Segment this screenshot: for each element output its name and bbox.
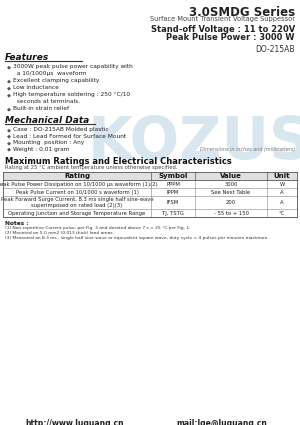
Text: 3000W peak pulse power capability with
  a 10/1000μs  waveform: 3000W peak pulse power capability with a…	[13, 64, 133, 76]
Text: Rating: Rating	[64, 173, 90, 179]
Text: Excellent clamping capability: Excellent clamping capability	[13, 78, 99, 83]
Text: Surface Mount Transient Voltage Suppessor: Surface Mount Transient Voltage Suppesso…	[150, 16, 295, 22]
Text: Symbol: Symbol	[158, 173, 188, 179]
Text: (1) Non-repetitive Current pulse, per Fig. 3 and derated above 7 s = 25 °C per F: (1) Non-repetitive Current pulse, per Fi…	[5, 226, 190, 230]
Text: IFSM: IFSM	[167, 200, 179, 205]
Text: Peak Pulse Power Dissipation on 10/1000 μs waveform (1)(2): Peak Pulse Power Dissipation on 10/1000 …	[0, 181, 158, 187]
Text: Operating Junction and Storage Temperature Range: Operating Junction and Storage Temperatu…	[8, 210, 146, 215]
Text: Unit: Unit	[274, 173, 290, 179]
Text: W: W	[279, 181, 285, 187]
Text: ◆: ◆	[7, 106, 11, 111]
Text: Peak Pulse Current on 10/1000 s waveform (1): Peak Pulse Current on 10/1000 s waveform…	[16, 190, 139, 195]
Text: ◆: ◆	[7, 147, 11, 151]
Text: (3) Measured on 8.3 ms , single half sine wave or equivalent square wave, duty c: (3) Measured on 8.3 ms , single half sin…	[5, 236, 268, 240]
Text: 3.0SMDG Series: 3.0SMDG Series	[189, 6, 295, 19]
Text: TJ, TSTG: TJ, TSTG	[162, 210, 184, 215]
Text: Maximum Ratings and Electrical Characteristics: Maximum Ratings and Electrical Character…	[5, 157, 232, 166]
Bar	[3, 172, 297, 180]
Text: DO-215AB: DO-215AB	[256, 45, 295, 54]
Bar	[3, 188, 297, 196]
Text: - 55 to + 150: - 55 to + 150	[214, 210, 248, 215]
Text: A: A	[280, 200, 284, 205]
Text: ◆: ◆	[7, 92, 11, 97]
Text: Weight : 0.01 gram: Weight : 0.01 gram	[13, 147, 70, 151]
Text: KOZUS: KOZUS	[88, 114, 300, 171]
Text: Peak Forward Surge Current, 8.3 ms single half sine-wave
superimposed on rated l: Peak Forward Surge Current, 8.3 ms singl…	[1, 197, 153, 208]
Bar	[3, 196, 297, 209]
Text: ◆: ◆	[7, 127, 11, 132]
Text: Mounting  position : Any: Mounting position : Any	[13, 140, 84, 145]
Bar	[3, 209, 297, 217]
Text: Peak Pulse Power : 3000 W: Peak Pulse Power : 3000 W	[167, 33, 295, 42]
Text: 3000: 3000	[224, 181, 238, 187]
Text: Case : DO-215AB Molded plastic: Case : DO-215AB Molded plastic	[13, 127, 109, 132]
Text: Built-in strain relief: Built-in strain relief	[13, 106, 69, 111]
Text: Dimensions in inches and (millimeters): Dimensions in inches and (millimeters)	[200, 147, 295, 152]
Text: See Next Table: See Next Table	[212, 190, 250, 195]
Text: (2) Mounted on 5.0 mm2 (0.013 thick) land areas.: (2) Mounted on 5.0 mm2 (0.013 thick) lan…	[5, 231, 114, 235]
Text: Stand-off Voltage : 11 to 220V: Stand-off Voltage : 11 to 220V	[151, 25, 295, 34]
Text: Rating at 25 °C ambient temperature unless otherwise specified.: Rating at 25 °C ambient temperature unle…	[5, 165, 178, 170]
Text: ◆: ◆	[7, 64, 11, 69]
Text: ◆: ◆	[7, 78, 11, 83]
Text: A: A	[280, 190, 284, 195]
Text: Value: Value	[220, 173, 242, 179]
Text: 200: 200	[226, 200, 236, 205]
Text: Lead : Lead Formed for Surface Mount: Lead : Lead Formed for Surface Mount	[13, 133, 126, 139]
Bar	[3, 180, 297, 188]
Text: mail:lge@luguang.cn: mail:lge@luguang.cn	[177, 419, 267, 425]
Text: ◆: ◆	[7, 140, 11, 145]
Text: http://www.luguang.cn: http://www.luguang.cn	[26, 419, 124, 425]
Text: Notes :: Notes :	[5, 221, 28, 226]
Text: ◆: ◆	[7, 133, 11, 139]
Text: IPPM: IPPM	[167, 190, 179, 195]
Text: Mechanical Data: Mechanical Data	[5, 116, 89, 125]
Text: Low inductance: Low inductance	[13, 85, 59, 90]
Text: High temperature soldering : 250 °C/10
  seconds at terminals.: High temperature soldering : 250 °C/10 s…	[13, 92, 130, 104]
Text: PPPM: PPPM	[166, 181, 180, 187]
Text: Features: Features	[5, 53, 49, 62]
Text: ◆: ◆	[7, 85, 11, 90]
Text: °C: °C	[279, 210, 285, 215]
